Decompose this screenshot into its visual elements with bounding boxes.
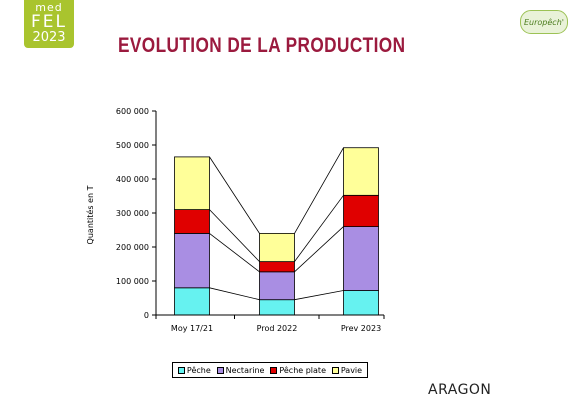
legend-label: Pêche <box>186 365 211 375</box>
legend-item: Pavie <box>331 365 363 375</box>
page-title: EVOLUTION DE LA PRODUCTION <box>118 34 406 57</box>
bar-segment <box>174 156 210 210</box>
connector-line <box>294 147 344 234</box>
legend-label: Nectarine <box>225 365 265 375</box>
legend-item: Pêche <box>177 365 211 375</box>
connector-line <box>294 195 344 262</box>
medfel-logo: med FEL 2023 <box>24 0 74 48</box>
logo-line-3: 2023 <box>32 30 66 45</box>
legend-swatch <box>331 366 339 374</box>
legend-swatch <box>177 366 185 374</box>
connector-line <box>209 156 260 234</box>
connector-line <box>294 226 344 273</box>
bar-segment <box>343 147 379 196</box>
europech-logo: Europêch' <box>520 10 568 34</box>
bar-segment <box>343 194 379 228</box>
y-axis-label: Quantités en T <box>85 185 95 244</box>
connector-line <box>209 233 260 273</box>
connector-line <box>209 209 260 262</box>
chart-legend: Pêche Nectarine Pêche plate Pavie <box>172 362 368 378</box>
y-tick-label: 0 <box>144 311 149 320</box>
connector-line <box>294 290 344 301</box>
legend-label: Pavie <box>340 365 363 375</box>
legend-label: Pêche plate <box>279 365 326 375</box>
bar-segment <box>174 232 210 289</box>
connector-lines <box>209 147 344 301</box>
bars <box>174 147 379 316</box>
y-tick-label: 600 000 <box>116 107 149 116</box>
y-tick-label: 300 000 <box>116 209 149 218</box>
connector-line <box>209 287 260 301</box>
bar-segment <box>174 287 210 316</box>
bar-segment <box>259 232 295 263</box>
region-label: ARAGON <box>428 382 492 398</box>
bar-segment <box>259 261 295 273</box>
y-tick-label: 400 000 <box>116 175 149 184</box>
x-tick-label: Moy 17/21 <box>171 324 213 333</box>
y-tick-label: 500 000 <box>116 141 149 150</box>
x-ticks: Moy 17/21 Prod 2022 Prev 2023 <box>155 315 385 333</box>
bar-segment <box>343 290 379 316</box>
y-tick-label: 200 000 <box>116 243 149 252</box>
bar-segment <box>174 209 210 234</box>
bar-segment <box>259 299 295 316</box>
logo-line-1: med <box>35 1 63 14</box>
bar-segment <box>343 226 379 291</box>
bar-segment <box>259 271 295 301</box>
x-tick-label: Prod 2022 <box>257 324 298 333</box>
legend-item: Nectarine <box>216 365 265 375</box>
logo-line-2: FEL <box>31 12 67 32</box>
legend-swatch <box>216 366 224 374</box>
y-tick-label: 100 000 <box>116 277 149 286</box>
legend-item: Pêche plate <box>270 366 326 375</box>
y-ticks: 0 100 000 200 000 300 000 400 000 500 000 600 … <box>116 107 156 320</box>
legend-swatch <box>270 366 278 374</box>
x-tick-label: Prev 2023 <box>341 324 381 333</box>
